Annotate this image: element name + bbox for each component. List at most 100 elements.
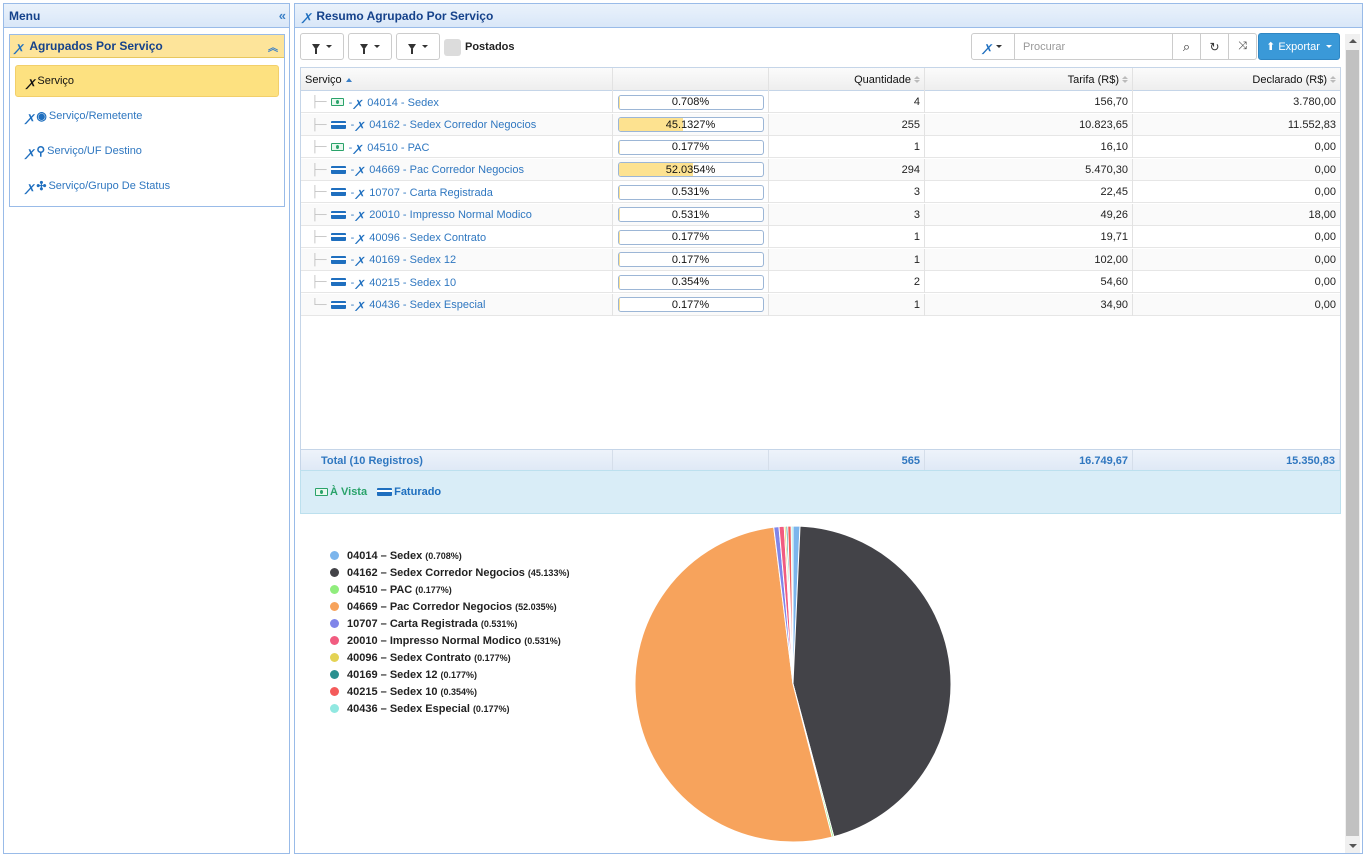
column-header-servico[interactable]: Serviço <box>301 68 613 91</box>
pie-legend-item[interactable]: 40096 – Sedex Contrato (0.177%) <box>330 649 569 666</box>
table-row[interactable]: ├─ - ꭗ 04510 - PAC 0.177% 1 16,10 0,00 <box>301 136 1340 158</box>
pie-slice[interactable] <box>634 526 833 843</box>
pie-legend-item[interactable]: 20010 – Impresso Normal Modico (0.531%) <box>330 632 569 649</box>
search-button[interactable]: ⌕ <box>1173 33 1201 60</box>
table-row[interactable]: ├─ - ꭗ 04669 - Pac Corredor Negocios 52.0… <box>301 158 1340 181</box>
cell-percent: 0.708% <box>613 91 769 113</box>
credit-card-icon <box>330 188 346 196</box>
cell-servico[interactable]: ├─ - ꭗ 40096 - Sedex Contrato <box>301 226 613 248</box>
service-name: Sedex 10 <box>409 276 457 289</box>
service-name: Sedex Especial <box>409 299 486 311</box>
cell-percent: 0.531% <box>613 203 769 226</box>
cell-servico[interactable]: ├─ - ꭗ 04510 - PAC <box>301 136 613 158</box>
filter-button-3[interactable] <box>396 33 440 60</box>
menu-item-servico-uf-destino[interactable]: ꭗ ⚲ Serviço/UF Destino <box>15 135 279 167</box>
table-row[interactable]: ├─ - ꭗ 04162 - Sedex Corredor Negocios 45… <box>301 113 1340 136</box>
export-button[interactable]: ⬆ Exportar <box>1258 33 1340 60</box>
search-input[interactable] <box>1015 33 1173 60</box>
menu-item-servico-remetente[interactable]: ꭗ ◉ Serviço/Remetente <box>15 100 279 132</box>
table-row[interactable]: ├─ - ꭗ 40096 - Sedex Contrato 0.177% 1 19,7… <box>301 226 1340 248</box>
cell-tarifa: 10.823,65 <box>925 113 1133 136</box>
table-row[interactable]: ├─ - ꭗ 04014 - Sedex 0.708% 4 156,70 3.780,0… <box>301 91 1340 113</box>
refresh-button[interactable]: ↻ <box>1201 33 1229 60</box>
column-header-quantidade[interactable]: Quantidade <box>769 68 925 91</box>
pie-legend-item[interactable]: 40436 – Sedex Especial (0.177%) <box>330 700 569 717</box>
menu-item-servico[interactable]: ꭗ Serviço <box>15 65 279 97</box>
cell-servico[interactable]: ├─ - ꭗ 04162 - Sedex Corredor Negocios <box>301 113 613 136</box>
service-code: 40436 <box>369 299 400 311</box>
menu-group-header[interactable]: ꭗ Agrupados Por Serviço ︽ <box>10 35 284 58</box>
scroll-down-arrow[interactable] <box>1345 839 1360 853</box>
cell-servico[interactable]: ├─ - ꭗ 04014 - Sedex <box>301 91 613 113</box>
menu-item-servico-grupo-status[interactable]: ꭗ ✣ Serviço/Grupo De Status <box>15 170 279 202</box>
service-name: Sedex 12 <box>409 254 457 266</box>
cell-declarado: 11.552,83 <box>1287 118 1336 131</box>
table-row[interactable]: ├─ - ꭗ 10707 - Carta Registrada 0.531% 3 22… <box>301 181 1340 203</box>
service-link[interactable]: - ꭗ 40096 - Sedex Contrato <box>347 231 487 244</box>
cell-servico[interactable]: ├─ - ꭗ 04669 - Pac Corredor Negocios <box>301 158 613 181</box>
vertical-scrollbar[interactable] <box>1345 34 1360 853</box>
cell-servico[interactable]: └─ - ꭗ 40436 - Sedex Especial <box>301 293 613 316</box>
postados-label: Postados <box>465 41 515 53</box>
table-row[interactable]: ├─ - ꭗ 20010 - Impresso Normal Modico 0.5… <box>301 203 1340 226</box>
legend-dot <box>330 568 339 577</box>
service-link[interactable]: - ꭗ 40436 - Sedex Especial <box>347 299 486 311</box>
main-panel: ꭗ Resumo Agrupado Por Serviço Postados ꭗ… <box>294 3 1363 854</box>
scroll-thumb[interactable] <box>1346 50 1359 836</box>
table-row[interactable]: ├─ - ꭗ 40215 - Sedex 10 0.354% 2 54,60 0,00 <box>301 271 1340 293</box>
table-row[interactable]: └─ - ꭗ 40436 - Sedex Especial 0.177% 1 34,9… <box>301 293 1340 316</box>
cell-percent: 0.177% <box>613 226 769 248</box>
legend-dot <box>330 602 339 611</box>
pie-legend-item[interactable]: 04162 – Sedex Corredor Negocios (45.133%) <box>330 564 569 581</box>
filter-button-1[interactable] <box>300 33 344 60</box>
legend-dot <box>330 687 339 696</box>
cell-servico[interactable]: ├─ - ꭗ 40215 - Sedex 10 <box>301 271 613 293</box>
column-header-percent[interactable] <box>613 68 769 91</box>
legend-percent: (0.354%) <box>440 686 478 697</box>
service-link[interactable]: - ꭗ 04669 - Pac Corredor Negocios <box>347 164 524 176</box>
search-mode-dropdown[interactable]: ꭗ <box>971 33 1015 60</box>
pie-legend-item[interactable]: 40215 – Sedex 10 (0.354%) <box>330 683 569 700</box>
pie-legend-item[interactable]: 04014 – Sedex (0.708%) <box>330 547 569 564</box>
percent-bar-fill <box>618 208 620 221</box>
percent-label: 0.177% <box>671 231 710 243</box>
chevron-double-up-icon[interactable]: ︽ <box>268 42 278 54</box>
cell-servico[interactable]: ├─ - ꭗ 40169 - Sedex 12 <box>301 248 613 271</box>
service-link[interactable]: - ꭗ 04510 - PAC <box>345 141 430 154</box>
service-icon: ꭗ <box>355 96 362 109</box>
pie-slice[interactable] <box>790 525 794 685</box>
tree-line: ├─ <box>311 276 327 288</box>
service-icon: ꭗ <box>357 119 364 131</box>
pie-legend-item[interactable]: 04510 – PAC (0.177%) <box>330 581 569 598</box>
postados-checkbox[interactable] <box>444 39 461 56</box>
scroll-up-arrow[interactable] <box>1345 34 1360 48</box>
payment-legend: À Vista Faturado <box>300 470 1341 514</box>
cell-tarifa: 19,71 <box>925 226 1133 248</box>
cell-quantidade: 3 <box>769 203 925 226</box>
credit-card-icon <box>330 300 346 309</box>
pie-legend-item[interactable]: 10707 – Carta Registrada (0.531%) <box>330 615 569 632</box>
pie-legend-item[interactable]: 40169 – Sedex 12 (0.177%) <box>330 666 569 683</box>
collapse-menu-icon[interactable]: « <box>278 8 286 23</box>
cell-tarifa: 156,70 <box>925 91 1133 113</box>
pie-legend-item[interactable]: 04669 – Pac Corredor Negocios (52.035%) <box>330 598 569 615</box>
column-header-declarado[interactable]: Declarado (R$) <box>1133 68 1340 91</box>
cell-servico[interactable]: ├─ - ꭗ 20010 - Impresso Normal Modico <box>301 203 613 226</box>
service-link[interactable]: - ꭗ 04162 - Sedex Corredor Negocios <box>347 119 537 131</box>
service-link[interactable]: - ꭗ 40215 - Sedex 10 <box>347 276 457 289</box>
service-icon: ꭗ <box>27 109 34 124</box>
shuffle-button[interactable]: ⤨ <box>1229 33 1257 60</box>
service-link[interactable]: - ꭗ 10707 - Carta Registrada <box>347 186 493 199</box>
filter-button-2[interactable] <box>348 33 392 60</box>
service-link[interactable]: - ꭗ 20010 - Impresso Normal Modico <box>347 209 532 221</box>
service-link[interactable]: - ꭗ 04014 - Sedex <box>345 96 439 109</box>
table-row[interactable]: ├─ - ꭗ 40169 - Sedex 12 0.177% 1 102,00 0,00 <box>301 248 1340 271</box>
pie-slice[interactable] <box>792 525 952 838</box>
cell-declarado: 0,00 <box>1314 231 1336 243</box>
service-link[interactable]: - ꭗ 40169 - Sedex 12 <box>347 254 457 266</box>
legend-label: 40436 – Sedex Especial <box>347 702 470 715</box>
column-header-tarifa[interactable]: Tarifa (R$) <box>925 68 1133 91</box>
filter-icon <box>312 43 320 54</box>
cell-servico[interactable]: ├─ - ꭗ 10707 - Carta Registrada <box>301 181 613 203</box>
cell-tarifa: 54,60 <box>925 271 1133 293</box>
